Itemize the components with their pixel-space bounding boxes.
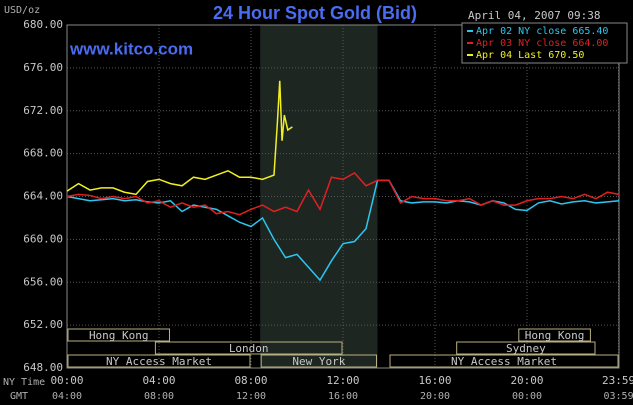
x-axis-label: NY Time (3, 377, 45, 388)
y-tick-label: 664.00 (23, 190, 63, 203)
x-tick-label: 08:00 (234, 374, 267, 387)
session-label: NY Access Market (451, 355, 557, 368)
y-tick-label: 668.00 (23, 147, 63, 160)
session-box (260, 354, 378, 368)
x-tick-label: 23:59 (602, 374, 633, 387)
series-line (66, 171, 620, 216)
x2-tick-label: 00:00 (512, 391, 542, 402)
x-tick-label: 00:00 (50, 374, 83, 387)
x2-tick-label: 04:00 (52, 391, 82, 402)
x2-tick-label: 08:00 (144, 391, 174, 402)
x2-tick-label: 12:00 (236, 391, 266, 402)
session-label: Hong Kong (525, 329, 585, 342)
site-label: www.kitco.com (69, 39, 193, 58)
session-box (389, 354, 619, 368)
x-tick-label: 20:00 (510, 374, 543, 387)
y-tick-label: 660.00 (23, 232, 63, 245)
chart-title: 24 Hour Spot Gold (Bid) (213, 3, 417, 23)
session-label: Sydney (506, 342, 546, 355)
y-tick-label: 648.00 (23, 361, 63, 374)
x2-tick-label: 20:00 (420, 391, 450, 402)
x2-tick-label: 16:00 (328, 391, 358, 402)
session-label: London (229, 342, 269, 355)
session-label: NY Access Market (106, 355, 212, 368)
legend-label: Apr 04 Last 670.50 (476, 50, 584, 61)
session-box (67, 354, 251, 368)
session-box (456, 341, 596, 355)
x-tick-label: 04:00 (142, 374, 175, 387)
x2-tick-label: 03:59 (603, 391, 633, 402)
series-line (66, 179, 620, 282)
legend-box (461, 22, 628, 64)
y-tick-label: 676.00 (23, 61, 63, 74)
legend-label: Apr 02 NY close 665.40 (476, 26, 608, 37)
timestamp: April 04, 2007 09:38 (468, 9, 600, 22)
y-tick-label: 672.00 (23, 104, 63, 117)
session-label: New York (292, 355, 345, 368)
x-tick-label: 16:00 (418, 374, 451, 387)
session-label: Hong Kong (89, 329, 149, 342)
session-box (154, 341, 343, 355)
x-tick-label: 12:00 (326, 374, 359, 387)
legend-label: Apr 03 NY close 664.00 (476, 38, 608, 49)
y-axis-label: USD/oz (4, 5, 40, 16)
x2-axis-label: GMT (10, 391, 28, 402)
y-tick-label: 680.00 (23, 18, 63, 31)
session-box (518, 328, 591, 342)
y-tick-label: 652.00 (23, 318, 63, 331)
series-line (66, 80, 293, 196)
session-box (67, 328, 170, 342)
y-tick-label: 656.00 (23, 275, 63, 288)
